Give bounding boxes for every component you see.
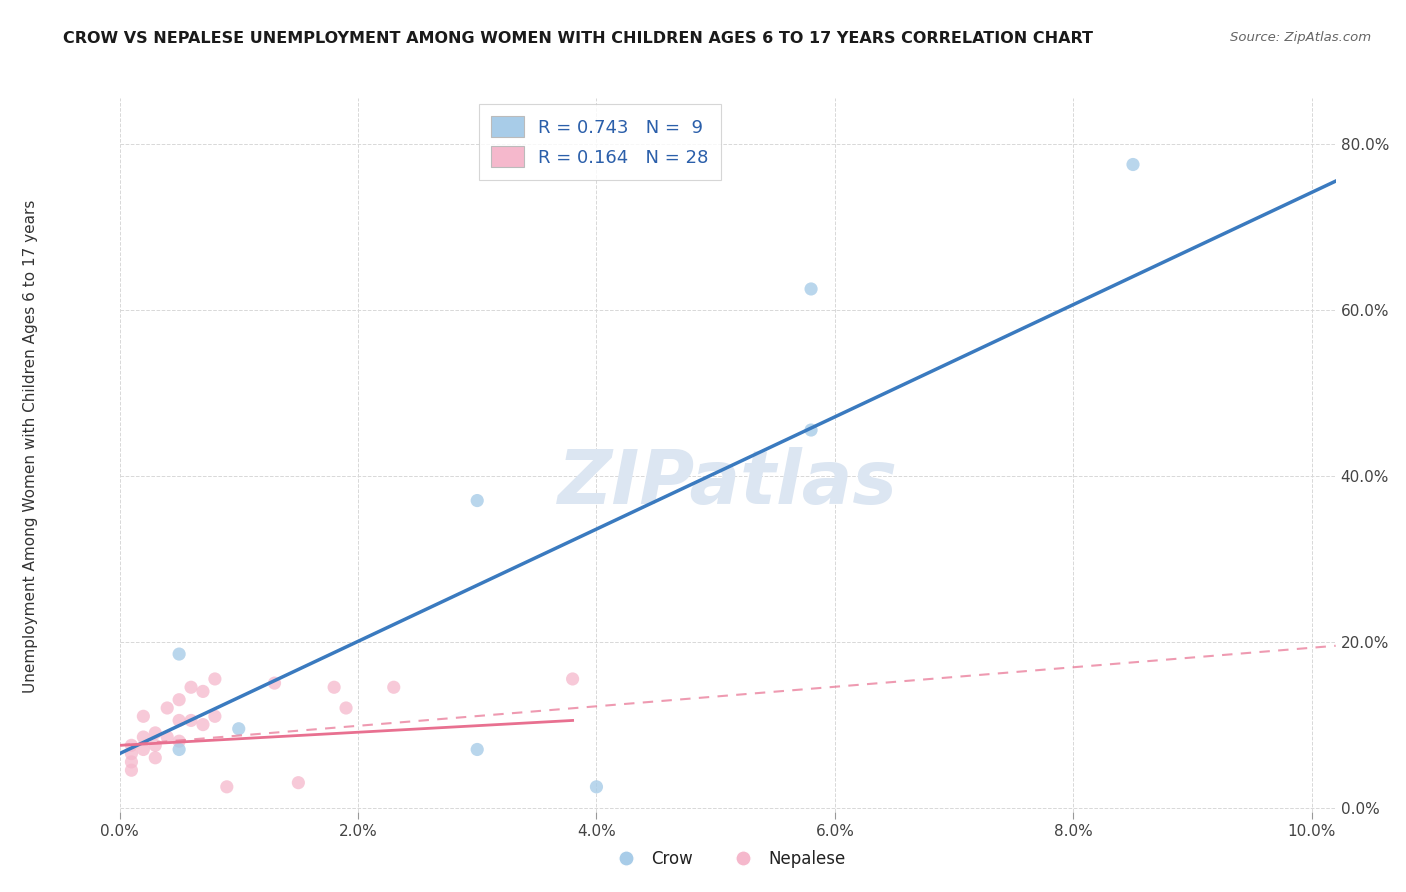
Point [120, 739, 142, 753]
Text: Unemployment Among Women with Children Ages 6 to 17 years: Unemployment Among Women with Children A… [24, 199, 38, 693]
Point [1122, 157, 1144, 171]
Point [180, 714, 202, 728]
Point [167, 692, 190, 706]
Point [561, 672, 583, 686]
Point [143, 739, 166, 753]
Point [191, 717, 214, 731]
Point [120, 763, 142, 777]
Point [287, 775, 309, 789]
Point [465, 493, 488, 508]
Text: Source: ZipAtlas.com: Source: ZipAtlas.com [1230, 31, 1371, 45]
Legend: Crow, Nepalese: Crow, Nepalese [603, 844, 852, 875]
Point [143, 726, 166, 740]
Point [120, 755, 142, 769]
Point [132, 730, 155, 744]
Point [382, 680, 405, 694]
Point [120, 747, 142, 761]
Point [143, 751, 166, 765]
Point [156, 730, 179, 744]
Point [585, 780, 607, 794]
Point [228, 722, 250, 736]
Point [167, 647, 190, 661]
Point [204, 709, 226, 723]
Point [191, 684, 214, 698]
Point [335, 701, 357, 715]
Point [167, 742, 190, 756]
Point [465, 742, 488, 756]
Point [215, 780, 238, 794]
Point [167, 734, 190, 748]
Text: CROW VS NEPALESE UNEMPLOYMENT AMONG WOMEN WITH CHILDREN AGES 6 TO 17 YEARS CORRE: CROW VS NEPALESE UNEMPLOYMENT AMONG WOME… [63, 31, 1094, 46]
Text: ZIPatlas: ZIPatlas [558, 447, 897, 520]
Point [263, 676, 285, 690]
Point [204, 672, 226, 686]
Point [132, 742, 155, 756]
Point [132, 709, 155, 723]
Point [800, 282, 823, 296]
Point [180, 680, 202, 694]
Point [800, 423, 823, 437]
Point [156, 701, 179, 715]
Point [323, 680, 346, 694]
Point [167, 714, 190, 728]
